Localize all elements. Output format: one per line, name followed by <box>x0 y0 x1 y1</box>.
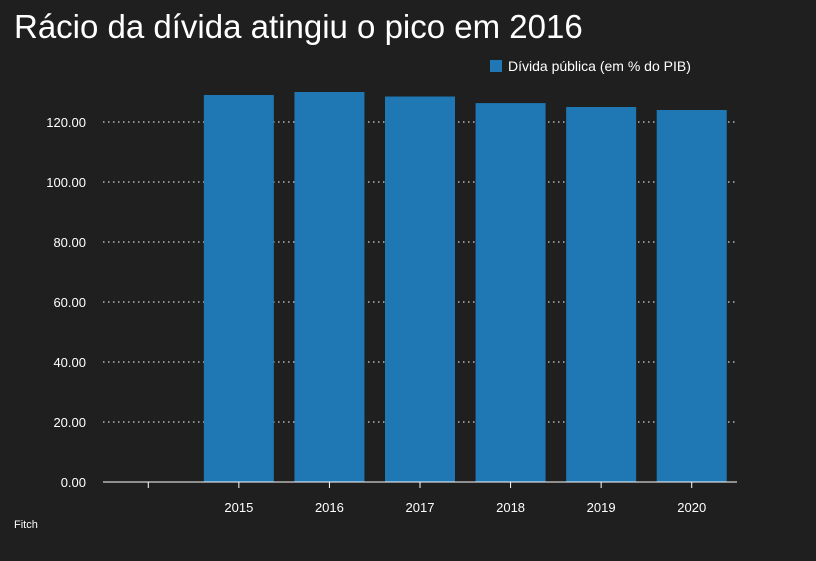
y-tick-label: 20.00 <box>53 415 86 430</box>
x-tick-label: 2018 <box>496 500 525 515</box>
legend-swatch <box>490 60 502 72</box>
axes: 0.00 20.00 40.00 60.00 80.00 100.00 120.00 2015… <box>46 115 737 515</box>
y-tick-label: 40.00 <box>53 355 86 370</box>
y-tick-label: 120.00 <box>46 115 86 130</box>
x-tick-label: 2019 <box>587 500 616 515</box>
bar-2017 <box>385 96 455 482</box>
source-note: Fitch <box>14 519 38 531</box>
x-tick-label: 2017 <box>406 500 435 515</box>
y-tick-label: 100.00 <box>46 175 86 190</box>
bar-2019 <box>566 107 637 482</box>
x-tick-label: 2020 <box>677 500 706 515</box>
legend-label: Dívida pública (em % do PIB) <box>508 58 691 74</box>
bars <box>203 92 727 482</box>
bar-2018 <box>475 103 546 482</box>
y-tick-label: 60.00 <box>53 295 86 310</box>
x-tick-label: 2015 <box>224 500 253 515</box>
x-tick-label: 2016 <box>315 500 344 515</box>
y-tick-label: 80.00 <box>53 235 86 250</box>
bar-2016 <box>294 92 365 482</box>
chart-legend: Dívida pública (em % do PIB) <box>490 58 691 74</box>
bar-2015 <box>203 95 274 482</box>
y-tick-label: 0.00 <box>61 475 86 490</box>
chart-title: Rácio da dívida atingiu o pico em 2016 <box>14 8 583 45</box>
bar-2020 <box>656 110 727 482</box>
